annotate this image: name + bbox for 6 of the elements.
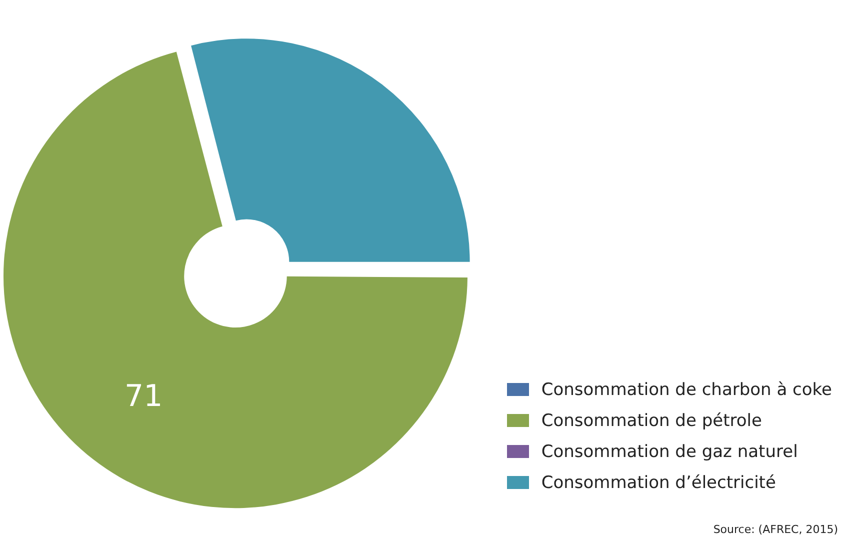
- legend-label: Consommation de charbon à coke: [541, 380, 832, 400]
- legend-label: Consommation de pétrole: [541, 410, 762, 430]
- legend-label: Consommation de gaz naturel: [541, 442, 798, 462]
- legend-label: Consommation d’électricité: [541, 472, 776, 492]
- data-label: 71: [124, 378, 163, 414]
- source-note: Source: (AFREC, 2015): [713, 523, 838, 536]
